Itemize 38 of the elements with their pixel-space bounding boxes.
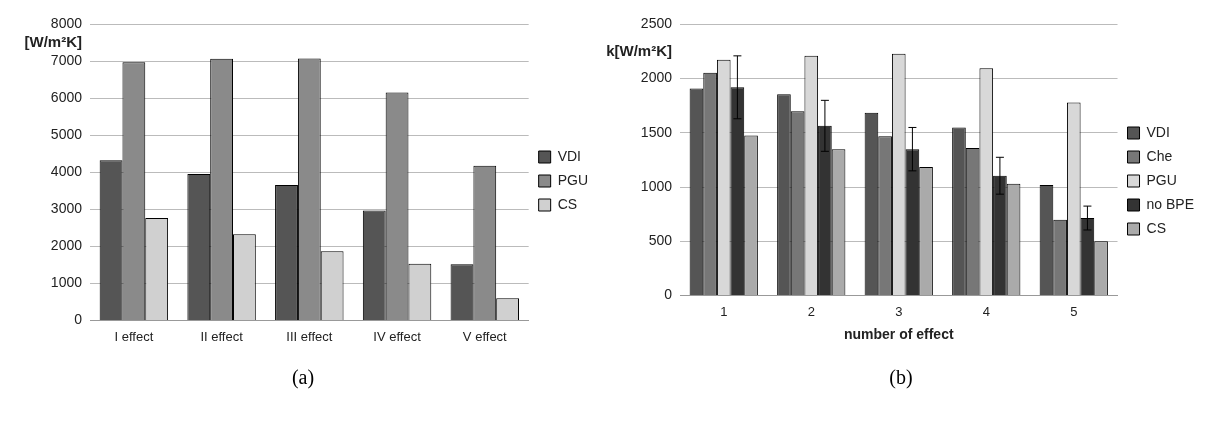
y-tick-label: 2500 bbox=[640, 15, 673, 32]
text: (a) bbox=[290, 366, 316, 389]
legend-label: PGU bbox=[557, 171, 589, 188]
y-tick-label: 0 bbox=[664, 286, 673, 303]
x-tick-label: V effect bbox=[462, 328, 508, 344]
y-tick-label: 1000 bbox=[50, 274, 83, 291]
x-tick-label: 5 bbox=[1070, 303, 1078, 319]
y-tick-label: 0 bbox=[74, 311, 83, 328]
y-tick-label: 7000 bbox=[50, 52, 83, 69]
y-tick-label: 3000 bbox=[50, 200, 83, 217]
y-tick-label: 5000 bbox=[50, 126, 83, 143]
y-tick-label: 1500 bbox=[640, 123, 673, 140]
x-tick-label: 4 bbox=[982, 303, 990, 319]
legend-label: VDI bbox=[557, 147, 582, 164]
x-tick-label: I effect bbox=[114, 328, 154, 344]
legend-label: PGU bbox=[1146, 171, 1177, 188]
x-axis-title: number of effect bbox=[843, 326, 954, 343]
legend-label: VDI bbox=[1146, 123, 1170, 140]
y-tick-label: 2000 bbox=[50, 237, 83, 254]
x-tick-label: 1 bbox=[720, 303, 728, 319]
legend-label: CS bbox=[1146, 219, 1166, 236]
x-tick-label: 2 bbox=[807, 303, 815, 319]
legend-label: CS bbox=[557, 195, 578, 212]
y-axis-title: k[W/m²K] bbox=[606, 41, 672, 59]
y-tick-label: 500 bbox=[648, 232, 673, 249]
x-tick-label: II effect bbox=[200, 328, 244, 344]
y-tick-label: 4000 bbox=[50, 163, 83, 180]
y-tick-label: 1000 bbox=[640, 177, 673, 194]
x-tick-label: IV effect bbox=[373, 328, 422, 344]
x-tick-label: III effect bbox=[286, 328, 333, 344]
y-tick-label: 8000 bbox=[50, 15, 83, 32]
y-tick-label: 2000 bbox=[640, 69, 673, 86]
y-tick-label: 6000 bbox=[50, 89, 83, 106]
x-tick-label: 3 bbox=[895, 303, 903, 319]
legend-label: no BPE bbox=[1146, 195, 1195, 212]
text: (b) bbox=[888, 366, 914, 389]
legend-label: Che bbox=[1146, 147, 1173, 164]
y-axis-title: [W/m²K] bbox=[24, 33, 82, 51]
